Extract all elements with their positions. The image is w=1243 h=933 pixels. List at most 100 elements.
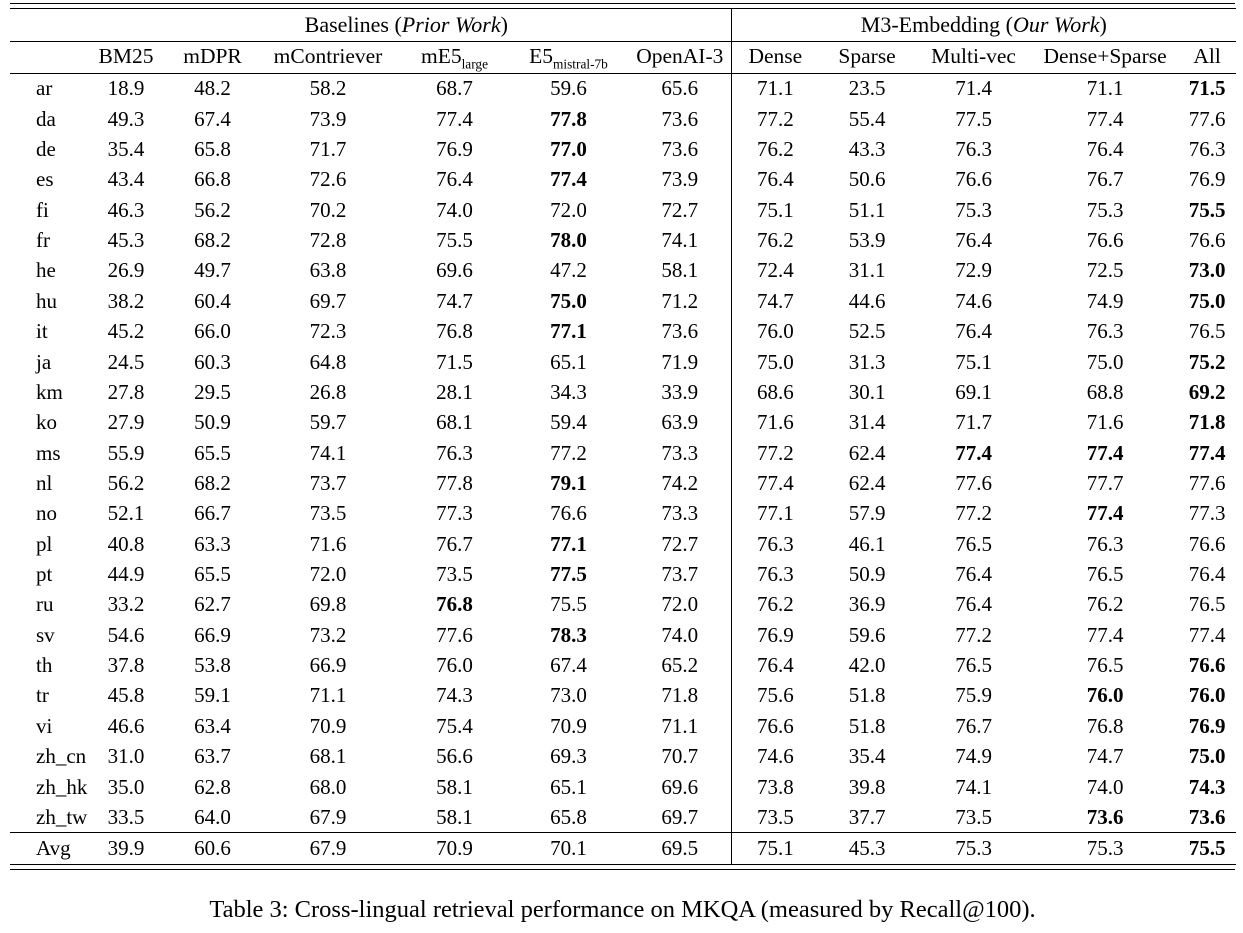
score-cell: 60.4 [194, 288, 231, 313]
score-cell: 74.2 [661, 470, 699, 495]
score-cell: 75.4 [436, 713, 473, 738]
score-cell: 31.1 [848, 258, 886, 283]
score-cell: 35.0 [107, 774, 145, 799]
score-cell: 75.3 [1086, 197, 1124, 222]
score-cell: 77.4 [955, 440, 992, 465]
score-cell: 44.9 [107, 562, 145, 587]
score-cell: 56.6 [436, 744, 473, 769]
score-cell: 76.4 [1188, 562, 1226, 587]
score-cell: 78.3 [550, 622, 587, 647]
score-cell: 45.8 [107, 683, 145, 708]
score-cell: 77.6 [436, 622, 473, 647]
table-row: zh_cn 31.0 63.7 68.1 56.6 69.3 70.7 74.6 35.4 74.… [10, 741, 1236, 772]
language-label: Avg [10, 832, 82, 865]
score-cell: 63.8 [309, 258, 347, 283]
score-cell: 74.6 [730, 741, 820, 772]
score-cell: 73.9 [661, 167, 699, 192]
score-cell: 76.7 [955, 713, 992, 738]
group-header-row: Baselines (Prior Work) M3-Embedding (Our… [10, 8, 1237, 42]
language-label: vi [36, 713, 53, 738]
group-header-baselines: Baselines (Prior Work) [82, 8, 732, 42]
column-header: E5mistral-7b [508, 41, 629, 74]
table-row: da 49.3 67.4 73.9 77.4 77.8 73.6 77.2 55.4 77.5 77… [10, 103, 1236, 135]
score-cell: 74.0 [1086, 774, 1124, 799]
score-cell: 77.8 [550, 106, 587, 131]
score-cell: 59.7 [309, 410, 347, 435]
score-cell: 72.4 [730, 255, 820, 287]
score-cell: 72.0 [550, 197, 587, 222]
score-cell: 63.7 [194, 744, 231, 769]
score-cell: 68.2 [194, 228, 231, 253]
score-cell: 33.5 [107, 804, 145, 829]
score-cell: 71.7 [955, 410, 992, 435]
score-cell: 65.8 [550, 804, 587, 829]
score-cell: 77.5 [550, 562, 587, 587]
score-cell: 73.3 [661, 501, 699, 526]
score-cell: 77.4 [1188, 440, 1226, 465]
score-cell: 73.2 [309, 622, 347, 647]
score-cell: 76.2 [730, 225, 820, 256]
score-cell: 67.9 [309, 804, 347, 829]
score-cell: 74.9 [1086, 288, 1124, 313]
score-cell: 69.7 [661, 804, 699, 829]
score-cell: 62.8 [194, 774, 231, 799]
score-cell: 37.7 [848, 804, 886, 829]
score-cell: 74.1 [955, 774, 992, 799]
score-cell: 73.3 [661, 440, 699, 465]
score-cell: 26.8 [309, 379, 347, 404]
score-cell: 74.6 [955, 288, 992, 313]
score-cell: 77.1 [730, 498, 820, 529]
language-label: hu [36, 288, 57, 313]
score-cell: 76.3 [730, 559, 820, 590]
score-cell: 72.7 [661, 197, 699, 222]
score-cell: 76.2 [1086, 592, 1124, 617]
score-cell: 76.5 [1086, 653, 1124, 678]
score-cell: 66.9 [194, 622, 231, 647]
score-cell: 75.0 [730, 346, 820, 378]
column-header: mE5large [401, 41, 508, 74]
score-cell: 52.1 [107, 501, 145, 526]
column-header-row: BM25 mDPR mContriever mE5large E5mistral-7b O… [10, 41, 1237, 74]
score-cell: 74.9 [955, 744, 992, 769]
score-cell: 76.2 [730, 134, 820, 165]
score-cell: 71.1 [1086, 76, 1124, 101]
column-header: Multi-vec [915, 41, 1033, 74]
score-cell: 76.4 [730, 650, 820, 681]
score-cell: 68.7 [436, 76, 473, 101]
table-row: fi 46.3 56.2 70.2 74.0 72.0 72.7 75.1 51.1 75.3 75… [10, 194, 1236, 226]
score-cell: 70.9 [401, 832, 508, 865]
score-cell: 76.7 [1086, 167, 1124, 192]
score-cell: 26.9 [107, 258, 145, 283]
language-label: ar [36, 76, 53, 101]
score-cell: 76.5 [1086, 562, 1124, 587]
score-cell: 49.3 [107, 106, 145, 131]
score-cell: 36.9 [848, 592, 886, 617]
score-cell: 59.1 [194, 683, 231, 708]
score-cell: 75.2 [1188, 349, 1226, 374]
score-cell: 75.3 [1032, 832, 1179, 865]
score-cell: 23.5 [848, 76, 886, 101]
column-header: All [1178, 41, 1237, 74]
score-cell: 75.1 [730, 194, 820, 226]
score-cell: 78.0 [550, 228, 587, 253]
score-cell: 65.2 [661, 653, 699, 678]
score-cell: 74.3 [1188, 774, 1226, 799]
score-cell: 70.1 [508, 832, 629, 865]
language-label: zh_cn [36, 744, 87, 769]
table-row: ms 55.9 65.5 74.1 76.3 77.2 73.3 77.2 62.4 77.4 77… [10, 437, 1236, 469]
score-cell: 63.3 [194, 531, 231, 556]
score-cell: 73.6 [1086, 804, 1124, 829]
avg-row: Avg 39.9 60.6 67.9 70.9 70.1 69.5 75.1 45.3 75.3 7… [10, 832, 1237, 865]
table-row: zh_hk 35.0 62.8 68.0 58.1 65.1 69.6 73.8 39.8 74.… [10, 771, 1236, 803]
score-cell: 77.3 [1188, 501, 1226, 526]
language-label: km [36, 379, 63, 404]
score-cell: 77.2 [550, 440, 587, 465]
table-row: pt 44.9 65.5 72.0 73.5 77.5 73.7 76.3 50.9 76.4 76… [10, 559, 1236, 590]
score-cell: 76.9 [1188, 713, 1226, 738]
score-cell: 76.4 [1086, 137, 1124, 162]
score-cell: 76.0 [730, 316, 820, 347]
score-cell: 65.1 [550, 774, 587, 799]
score-cell: 68.1 [436, 410, 473, 435]
score-cell: 27.8 [107, 379, 145, 404]
